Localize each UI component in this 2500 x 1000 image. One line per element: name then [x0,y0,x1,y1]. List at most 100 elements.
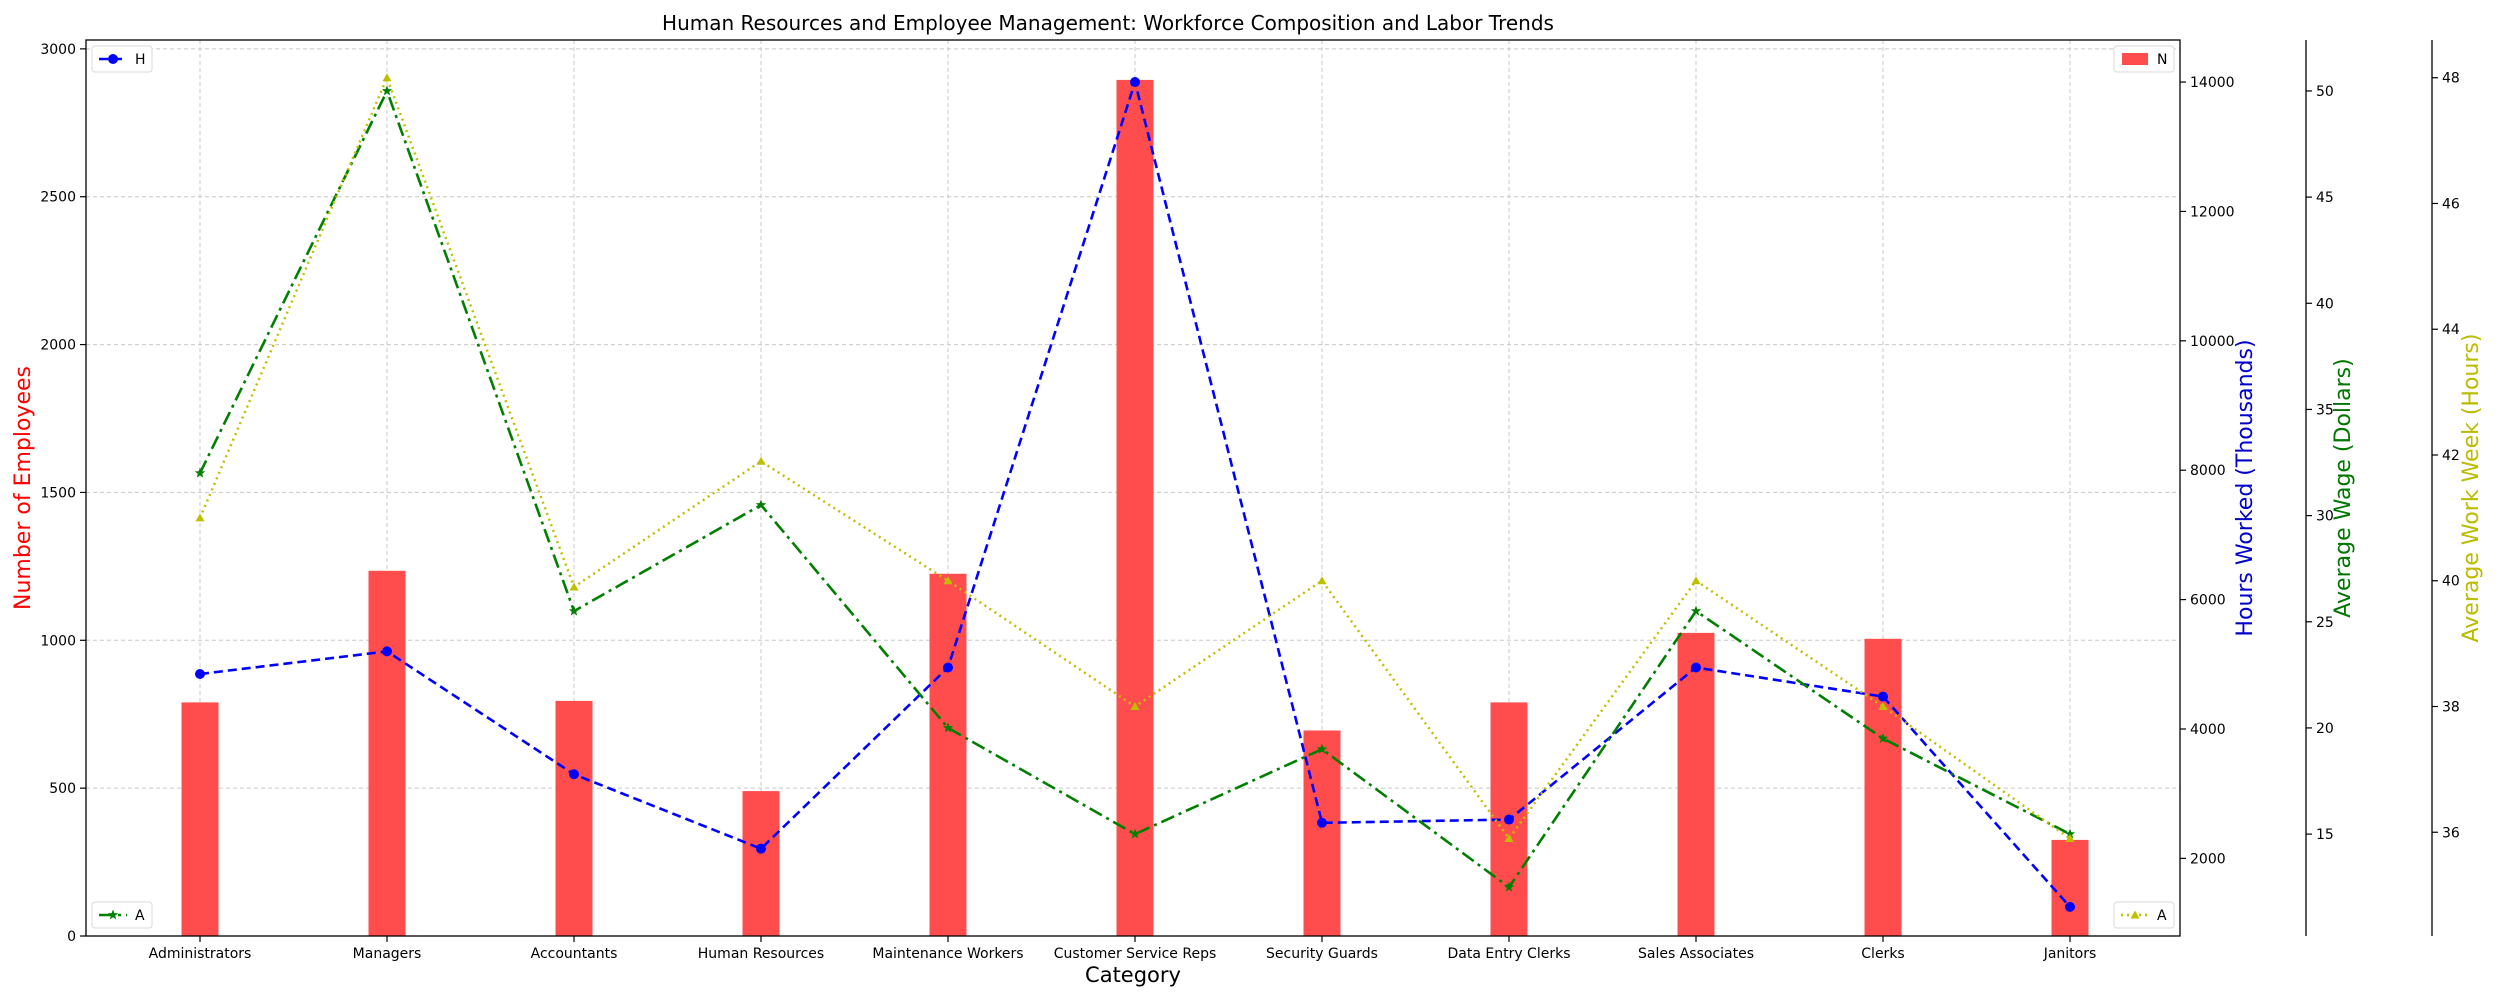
data-point [1504,834,1514,843]
data-point [382,646,392,657]
data-point [1504,814,1514,825]
y-tick-label-wage: 40 [2316,296,2334,312]
bar [555,700,593,936]
data-point [943,662,953,673]
data-point [1130,77,1140,88]
y-tick-label-wage: 25 [2316,615,2334,631]
x-tick-label: Janitors [2043,946,2097,962]
y-axis-label-employees: Number of Employees [11,366,36,610]
data-point [568,605,580,616]
x-tick-label: Maintenance Workers [872,946,1023,962]
bar [1303,730,1341,936]
data-point [1129,828,1141,839]
data-point [107,909,119,920]
y-tick-label-wage: 45 [2316,190,2334,206]
x-tick-label: Security Guards [1266,946,1378,962]
plot-frame [85,39,2181,937]
data-point [569,769,579,780]
x-tick-label: Managers [353,946,422,962]
x-tick-label: Sales Associates [1638,946,1754,962]
data-point [2130,910,2140,919]
y-tick-label-workweek: 48 [2442,71,2460,87]
data-point [569,582,579,591]
y-tick-label-hours: 8000 [2190,463,2226,479]
y-tick-label-wage: 50 [2316,84,2334,100]
y-tick-label-employees: 1500 [40,485,76,501]
x-tick-label: Customer Service Reps [1054,946,1217,962]
y-tick-label-workweek: 38 [2442,699,2460,715]
y-axis-label-workweek: Average Work Week (Hours) [2459,334,2484,643]
data-point [108,54,118,64]
y-tick-label-employees: 2500 [40,190,76,206]
y-tick-label-employees: 3000 [40,42,76,58]
x-tick-label: Administrators [149,946,252,962]
y-tick-label-hours: 2000 [2190,851,2226,867]
bar [1116,79,1154,937]
data-point [2065,901,2075,912]
data-point [1691,662,1701,673]
bar [929,573,967,936]
y-tick-label-workweek: 46 [2442,196,2460,212]
bar [181,702,219,936]
y-tick-label-hours: 12000 [2190,204,2235,220]
legend: A [91,901,153,929]
data-point [756,456,766,465]
data-point [1130,701,1140,710]
data-point [1878,701,1888,710]
legend-label: N [2157,52,2167,68]
y-tick-label-wage: 35 [2316,402,2334,418]
y-tick-label-workweek: 40 [2442,574,2460,590]
x-tick-label: Clerks [1861,946,1904,962]
legend: A [2113,901,2175,929]
x-tick-label: Data Entry Clerks [1447,946,1570,962]
data-point [1317,576,1327,585]
axis-layer: Administrators Managers Accountants Human R… [11,40,2484,962]
y-tick-label-workweek: 42 [2442,448,2460,464]
y-tick-label-employees: 1000 [40,633,76,649]
data-point [943,576,953,585]
legend-box [2113,901,2175,929]
bar [1864,638,1902,936]
data-point [942,722,954,733]
bar [368,570,406,936]
data-point [194,467,206,478]
data-point [382,73,392,82]
legend-box [91,901,153,929]
legend-label: H [135,52,146,68]
data-point [1877,733,1889,743]
x-tick-label: Human Resources [698,946,824,962]
data-point [1317,817,1327,828]
data-point [1503,881,1515,892]
legend: N [2113,45,2175,73]
y-tick-label-workweek: 36 [2442,825,2460,841]
data-point [755,499,767,510]
y-tick-label-hours: 4000 [2190,722,2226,738]
data-point [756,843,766,854]
y-tick-label-employees: 2000 [40,338,76,354]
y-tick-label-hours: 10000 [2190,334,2235,350]
bar [2051,839,2089,936]
data-point [2064,828,2076,839]
bar-layer [181,79,2089,937]
data-point [1316,743,1328,754]
y-axis-label-wage: Average Wage (Dollars) [2331,358,2356,617]
bar [742,791,780,936]
y-tick-label-wage: 20 [2316,721,2334,737]
line-layer [194,73,2076,912]
data-point [1690,605,1702,616]
data-point [381,85,393,96]
chart-title: Human Resources and Employee Management:… [662,11,1554,35]
y-tick-label-workweek: 44 [2442,322,2460,338]
data-point [195,668,205,679]
data-point [2065,834,2075,843]
legend: H [91,45,153,73]
legend-swatch [2122,53,2148,65]
x-axis-label: Category [1085,963,1181,987]
data-point [195,513,205,522]
data-point [1878,691,1888,702]
y-tick-label-employees: 0 [67,929,76,945]
y-axis-label-hours: Hours Worked (Thousands) [2233,339,2258,636]
data-point [1691,576,1701,585]
y-tick-label-wage: 30 [2316,509,2334,525]
